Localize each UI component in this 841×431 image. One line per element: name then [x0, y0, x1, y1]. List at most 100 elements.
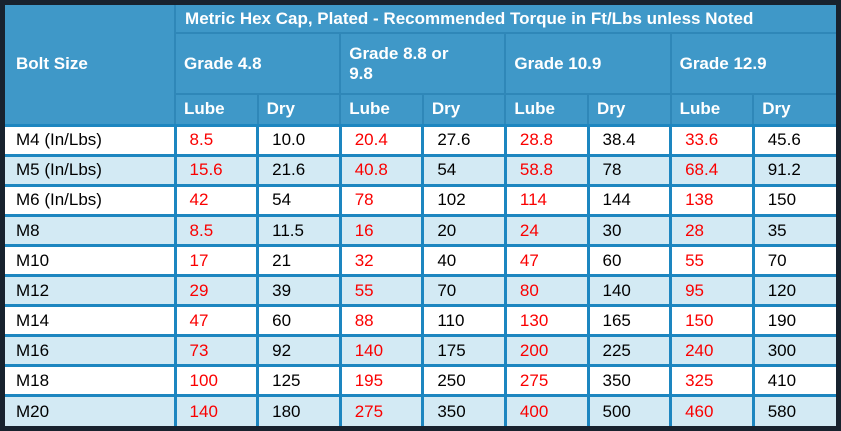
lube-value-cell: 8.5 [173, 213, 260, 247]
dry-value-cell: 54 [256, 183, 342, 217]
dry-subheader: Dry [587, 93, 672, 126]
lube-value-cell: 150 [669, 304, 755, 338]
dry-value-cell: 30 [586, 213, 673, 247]
dry-value-cell: 180 [256, 394, 342, 426]
lube-value-cell: 275 [338, 394, 425, 426]
lube-value-cell: 28.8 [503, 123, 590, 157]
bolt-size-cell: M12 [5, 273, 177, 308]
lube-value-cell: 114 [503, 183, 590, 217]
lube-value-cell: 78 [338, 183, 425, 217]
lube-value-cell: 460 [669, 394, 755, 426]
lube-value-cell: 55 [669, 243, 755, 277]
lube-value-cell: 95 [669, 273, 755, 308]
lube-value-cell: 55 [338, 273, 425, 308]
lube-value-cell: 80 [503, 273, 590, 308]
bolt-size-cell: M4 (In/Lbs) [5, 123, 177, 157]
grade-header-row: Grade 4.8 Grade 8.8 or 9.8 Grade 10.9 Gr… [5, 32, 836, 95]
table-row: M18 100 125 195 250 275 350 325 410 [5, 364, 836, 398]
lube-value-cell: 24 [503, 213, 590, 247]
bolt-size-cell: M6 (In/Lbs) [5, 183, 177, 217]
grade-label: Grade 10.9 [514, 53, 602, 73]
table-row: M8 8.5 11.5 16 20 24 30 28 35 [5, 213, 836, 247]
lube-value-cell: 15.6 [173, 153, 260, 187]
grade-12-9-header: Grade 12.9 [669, 32, 836, 95]
lube-value-cell: 275 [503, 364, 590, 398]
table-row: M10 17 21 32 40 47 60 55 70 [5, 243, 836, 277]
lube-value-cell: 200 [503, 334, 590, 368]
dry-value-cell: 300 [751, 334, 836, 368]
lube-value-cell: 47 [173, 304, 260, 338]
lube-dry-header-row: Lube Dry Lube Dry Lube Dry Lube Dry [5, 93, 836, 126]
dry-value-cell: 40 [421, 243, 507, 277]
lube-value-cell: 73 [173, 334, 260, 368]
bolt-size-cell: M14 [5, 304, 177, 338]
dry-value-cell: 10.0 [256, 123, 342, 157]
dry-value-cell: 190 [751, 304, 836, 338]
lube-value-cell: 140 [338, 334, 425, 368]
dry-value-cell: 350 [586, 364, 673, 398]
dry-value-cell: 580 [751, 394, 836, 426]
lube-value-cell: 28 [669, 213, 755, 247]
dry-value-cell: 60 [256, 304, 342, 338]
lube-value-cell: 68.4 [669, 153, 755, 187]
grade-label: Grade 4.8 [184, 53, 262, 73]
dry-value-cell: 60 [586, 243, 673, 277]
table-row: M12 29 39 55 70 80 140 95 120 [5, 273, 836, 308]
table-row: M14 47 60 88 110 130 165 150 190 [5, 304, 836, 338]
dry-value-cell: 120 [751, 273, 836, 308]
lube-value-cell: 40.8 [338, 153, 425, 187]
grade-4-8-header: Grade 4.8 [175, 32, 342, 95]
table-row: M20 140 180 275 350 400 500 460 580 [5, 394, 836, 426]
lube-value-cell: 400 [503, 394, 590, 426]
dry-value-cell: 92 [256, 334, 342, 368]
dry-value-cell: 70 [751, 243, 836, 277]
dry-value-cell: 21 [256, 243, 342, 277]
dry-value-cell: 140 [586, 273, 673, 308]
dry-value-cell: 410 [751, 364, 836, 398]
dry-subheader: Dry [256, 93, 342, 126]
dry-value-cell: 250 [421, 364, 507, 398]
lube-subheader: Lube [175, 93, 259, 126]
lube-value-cell: 240 [669, 334, 755, 368]
table-row: M5 (In/Lbs) 15.6 21.6 40.8 54 58.8 78 68.4 91.2 [5, 153, 836, 187]
lube-value-cell: 32 [338, 243, 425, 277]
dry-value-cell: 350 [421, 394, 507, 426]
grade-10-9-header: Grade 10.9 [504, 32, 672, 95]
bolt-size-cell: M16 [5, 334, 177, 368]
lube-value-cell: 88 [338, 304, 425, 338]
lube-subheader: Lube [339, 93, 424, 126]
dry-value-cell: 11.5 [256, 213, 342, 247]
lube-value-cell: 100 [173, 364, 260, 398]
lube-value-cell: 20.4 [338, 123, 425, 157]
dry-value-cell: 175 [421, 334, 507, 368]
table-row: M16 73 92 140 175 200 225 240 300 [5, 334, 836, 368]
bolt-size-header: Bolt Size [5, 5, 177, 126]
bolt-size-cell: M18 [5, 364, 177, 398]
dry-value-cell: 225 [586, 334, 673, 368]
lube-value-cell: 140 [173, 394, 260, 426]
dry-value-cell: 27.6 [421, 123, 507, 157]
lube-value-cell: 29 [173, 273, 260, 308]
table-row: M4 (In/Lbs) 8.5 10.0 20.4 27.6 28.8 38.4 33.6 45… [5, 123, 836, 157]
lube-subheader: Lube [504, 93, 589, 126]
lube-value-cell: 8.5 [173, 123, 260, 157]
dry-value-cell: 144 [586, 183, 673, 217]
dry-value-cell: 39 [256, 273, 342, 308]
lube-value-cell: 325 [669, 364, 755, 398]
grade-label: Grade 8.8 or 9.8 [349, 43, 449, 83]
lube-value-cell: 130 [503, 304, 590, 338]
dry-value-cell: 150 [751, 183, 836, 217]
bolt-size-cell: M10 [5, 243, 177, 277]
lube-value-cell: 17 [173, 243, 260, 277]
table-title: Metric Hex Cap, Plated - Recommended Tor… [174, 5, 836, 34]
dry-value-cell: 125 [256, 364, 342, 398]
dry-value-cell: 21.6 [256, 153, 342, 187]
table-header: Bolt Size Metric Hex Cap, Plated - Recom… [5, 5, 836, 126]
dry-value-cell: 91.2 [751, 153, 836, 187]
title-row: Bolt Size Metric Hex Cap, Plated - Recom… [5, 5, 836, 126]
dry-value-cell: 35 [751, 213, 836, 247]
lube-value-cell: 195 [338, 364, 425, 398]
dry-value-cell: 20 [421, 213, 507, 247]
grade-label: Grade 12.9 [679, 53, 767, 73]
bolt-size-cell: M5 (In/Lbs) [5, 153, 177, 187]
